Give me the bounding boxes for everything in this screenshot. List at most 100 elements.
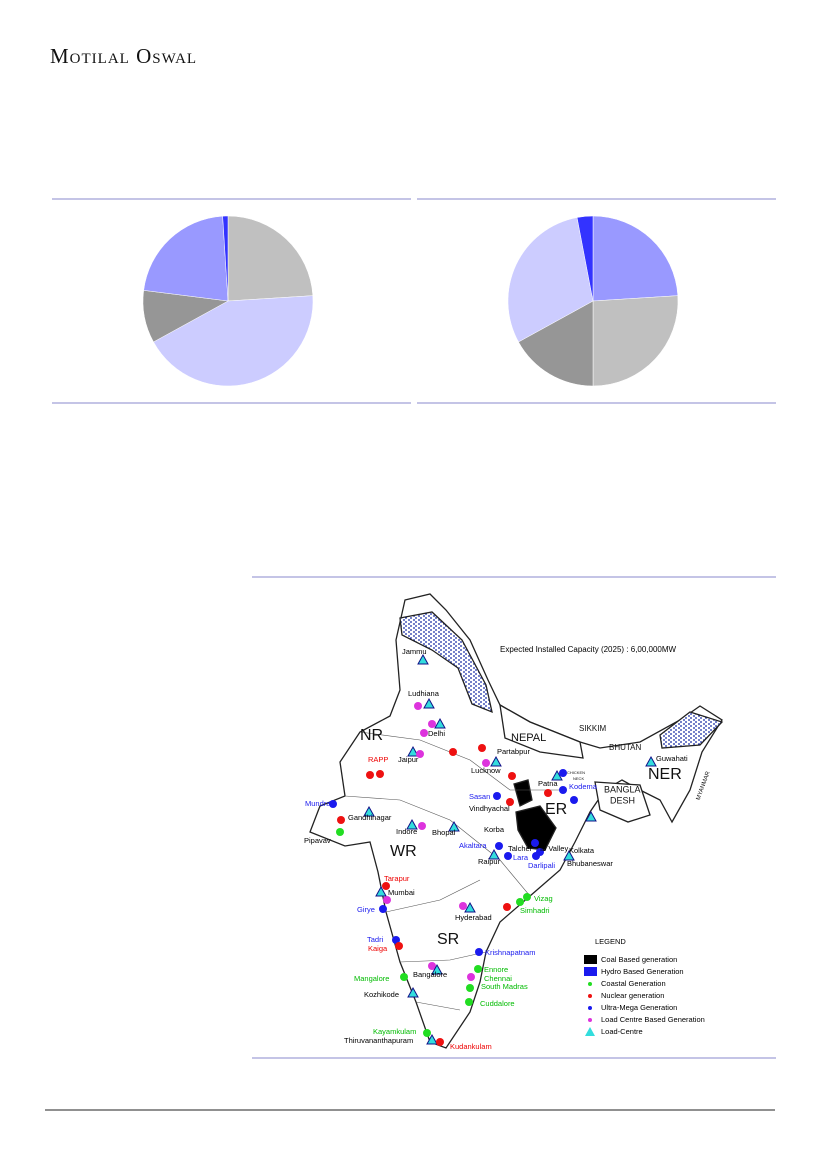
plant-marker [506,798,514,806]
place-label: Raipur [478,857,501,866]
map-title: Expected Installed Capacity (2025) : 6,0… [500,645,677,654]
load-centre-marker [448,820,460,832]
region-label: ER [545,801,567,818]
frames [52,198,776,1059]
load-centre-marker [423,697,435,709]
place-label: Hyderabad [455,913,492,922]
hydro-ne [659,711,724,749]
legend-swatch [584,967,597,976]
place-label: Kayamkulam [373,1027,416,1036]
legend-swatch [588,982,592,986]
region-label: CHICKEN [567,770,585,775]
region-label: MYANMAR [696,770,712,801]
plant-marker [493,792,501,800]
plant-marker [465,998,473,1006]
plant-marker [508,772,516,780]
plant-marker [516,898,524,906]
place-label: Cuddalore [480,999,515,1008]
place-label: Lucknow [471,766,501,775]
place-label: Kodema [569,782,598,791]
coal-1 [513,779,533,807]
load-centre-marker [551,769,563,781]
plant-marker [559,786,567,794]
place-label: Ludhiana [408,689,440,698]
load-centre-marker [431,963,443,975]
load-centre-marker [563,849,575,861]
plant-marker [467,973,475,981]
place-label: Krishnapatnam [485,948,535,957]
place-label: Ib Valley [540,844,568,853]
region-label: BHUTAN [609,743,642,752]
legend-swatch [588,994,592,998]
region-label: SIKKIM [579,724,606,733]
plant-marker [531,839,539,847]
legend-label: Ultra-Mega Generation [601,1003,677,1012]
pie-slice [518,300,594,387]
place-label: Gandhinagar [348,813,392,822]
legend-label: Hydro Based Generation [601,967,684,976]
region-label: WR [390,843,417,860]
india-outline [309,593,723,1049]
place-label: Vizag [534,894,553,903]
plant-marker [459,902,467,910]
plant-marker [428,720,436,728]
nepal [499,703,584,759]
plant-marker [395,942,403,950]
plant-marker [414,702,422,710]
load-centre-marker [464,901,476,913]
plant-marker [532,852,540,860]
pie-slice [592,215,679,302]
pie-slice [222,215,229,302]
region-label: SR [437,931,459,948]
plant-marker [336,828,344,836]
place-label: Jammu [402,647,427,656]
region-label: DESH [610,795,635,805]
plant-marker [366,771,374,779]
place-label: Delhi [428,729,445,738]
plant-marker [504,852,512,860]
place-label: Bangalore [413,970,447,979]
region-label: NR [360,727,383,744]
plant-marker [383,896,391,904]
place-label: Tadri [367,935,384,944]
place-label: Bhubaneswar [567,859,613,868]
plant-marker [449,748,457,756]
region-label: NECK [573,776,584,781]
place-label: Pipavav [304,836,331,845]
place-label: Jaipur [398,755,419,764]
load-centre-marker [375,885,387,897]
plant-marker [400,973,408,981]
place-label: Vindhyachal [469,804,510,813]
pie-slice [227,215,314,302]
plant-marker [523,893,531,901]
plant-marker [420,729,428,737]
place-label: Bhopal [432,828,456,837]
plant-marker [503,903,511,911]
place-label: Kudankulam [450,1042,492,1051]
place-label: South Madras [481,982,528,991]
legend-label: Load-Centre [601,1027,643,1036]
place-label: Simhadri [520,906,550,915]
place-label: Indore [396,827,417,836]
plant-marker [495,842,503,850]
region-label: BANGLA [604,784,641,794]
place-label: Korba [484,825,505,834]
place-label: Thiruvananthapuram [344,1036,413,1045]
legend-label: Load Centre Based Generation [601,1015,705,1024]
place-label: Lara [513,853,529,862]
place-label: Mumbai [388,888,415,897]
plant-marker [379,905,387,913]
place-label: RAPP [368,755,388,764]
load-centre-marker [407,745,419,757]
place-label: Mangalore [354,974,389,983]
legend-label: Coal Based generation [601,955,677,964]
pies [142,215,679,387]
plant-marker [416,750,424,758]
pie-slice [507,217,594,343]
state-lines [344,731,560,1011]
plant-marker [544,789,552,797]
load-centre-marker [426,1033,438,1045]
pie-slice [576,215,594,302]
plant-marker [382,882,390,890]
